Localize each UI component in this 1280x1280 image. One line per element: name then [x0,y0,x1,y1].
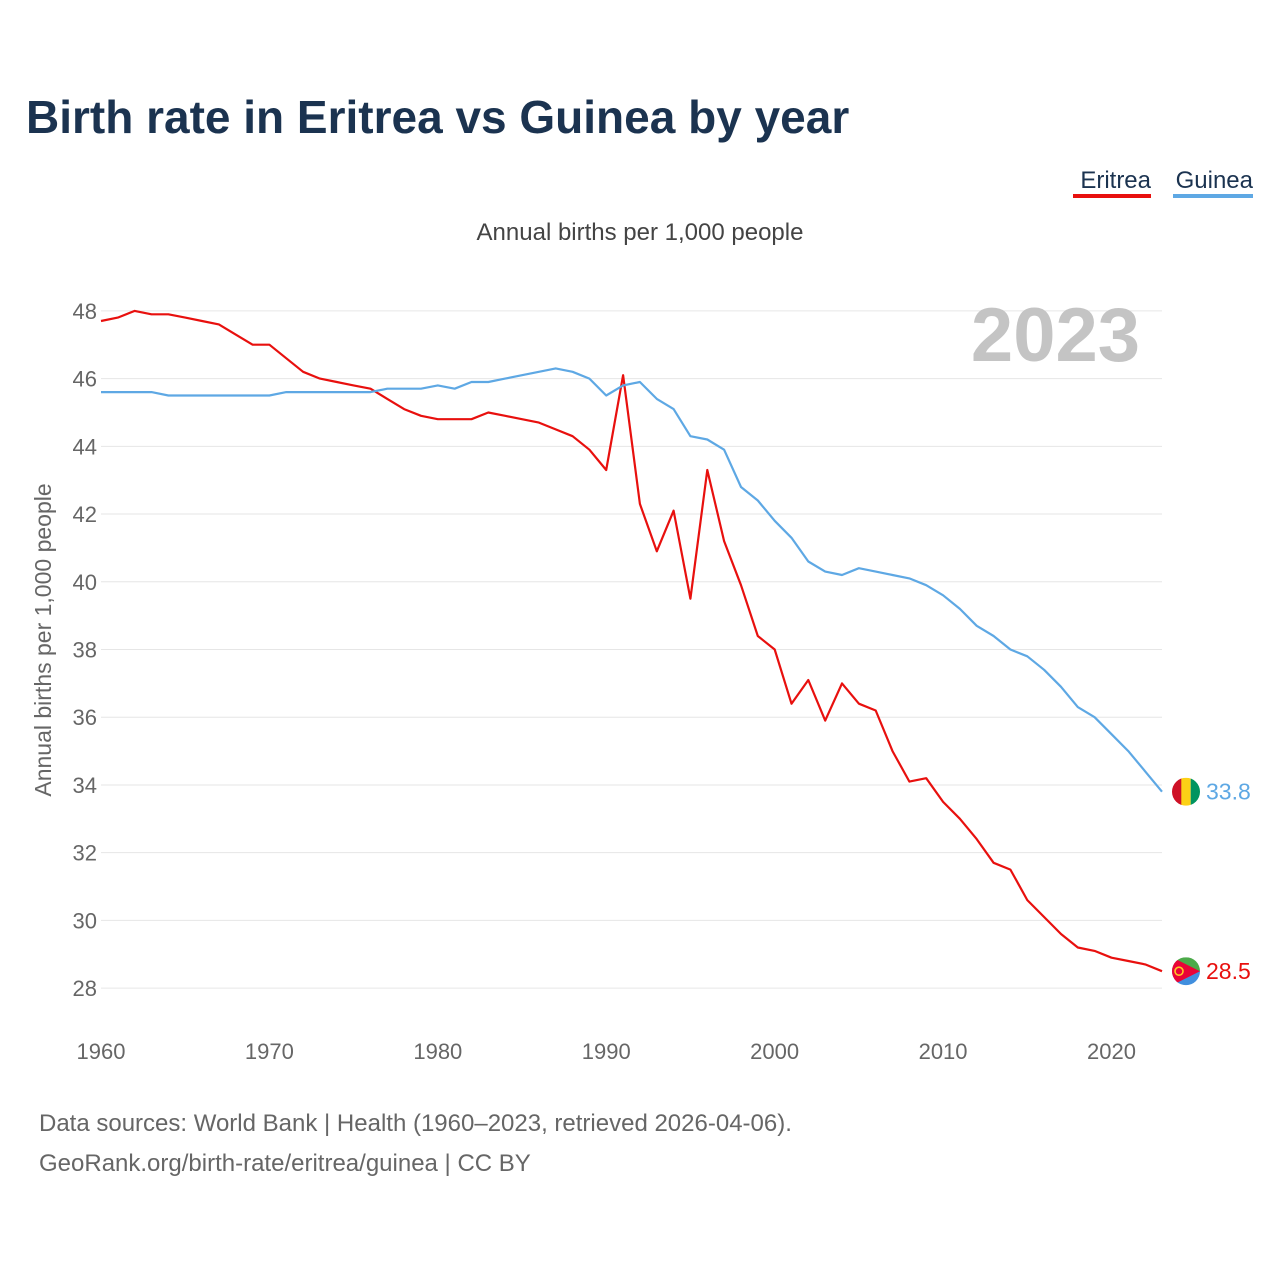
y-tick-label: 40 [73,570,97,595]
chart-title: Birth rate in Eritrea vs Guinea by year [26,91,849,143]
series-lines [100,309,1163,973]
end-value-label-guinea: 33.8 [1206,779,1251,805]
end-value-label-eritrea: 28.5 [1206,958,1251,984]
legend-item-guinea[interactable]: Guinea [1176,167,1254,194]
y-tick-label: 46 [73,367,97,392]
current-year-label: 2023 [971,293,1140,378]
x-tick-label: 2010 [919,1039,968,1064]
y-axis-label: Annual births per 1,000 people [30,483,56,796]
x-tick-label: 1980 [413,1039,462,1064]
legend: Eritrea Guinea [1073,167,1254,198]
y-tick-label: 48 [73,299,97,324]
y-tick-label: 38 [73,638,97,663]
y-tick-label: 32 [73,841,97,866]
x-tick-label: 1960 [77,1039,126,1064]
y-axis-ticks: 28 30 32 34 36 38 40 42 44 46 48 [73,299,97,1001]
x-axis-ticks: 1960 1970 1980 1990 2000 2010 2020 [77,1039,1136,1064]
series-line-guinea[interactable] [101,367,1163,793]
x-tick-label: 2020 [1087,1039,1136,1064]
footer-credit[interactable]: GeoRank.org/birth-rate/eritrea/guinea | … [39,1150,531,1177]
x-tick-label: 1970 [245,1039,294,1064]
guinea-flag-icon [1172,777,1200,806]
eritrea-flag-icon [1172,957,1200,986]
y-tick-label: 28 [73,976,97,1001]
series-line-eritrea[interactable] [100,309,1163,973]
y-tick-label: 42 [73,502,97,527]
gridlines [101,310,1162,989]
y-tick-label: 30 [73,908,97,933]
chart-subtitle: Annual births per 1,000 people [477,219,804,246]
y-tick-label: 34 [73,773,97,798]
x-tick-label: 2000 [750,1039,799,1064]
legend-item-eritrea[interactable]: Eritrea [1080,167,1151,194]
x-tick-label: 1990 [582,1039,631,1064]
y-tick-label: 36 [73,705,97,730]
footer-sources: Data sources: World Bank | Health (1960–… [39,1110,792,1137]
y-tick-label: 44 [73,434,97,459]
